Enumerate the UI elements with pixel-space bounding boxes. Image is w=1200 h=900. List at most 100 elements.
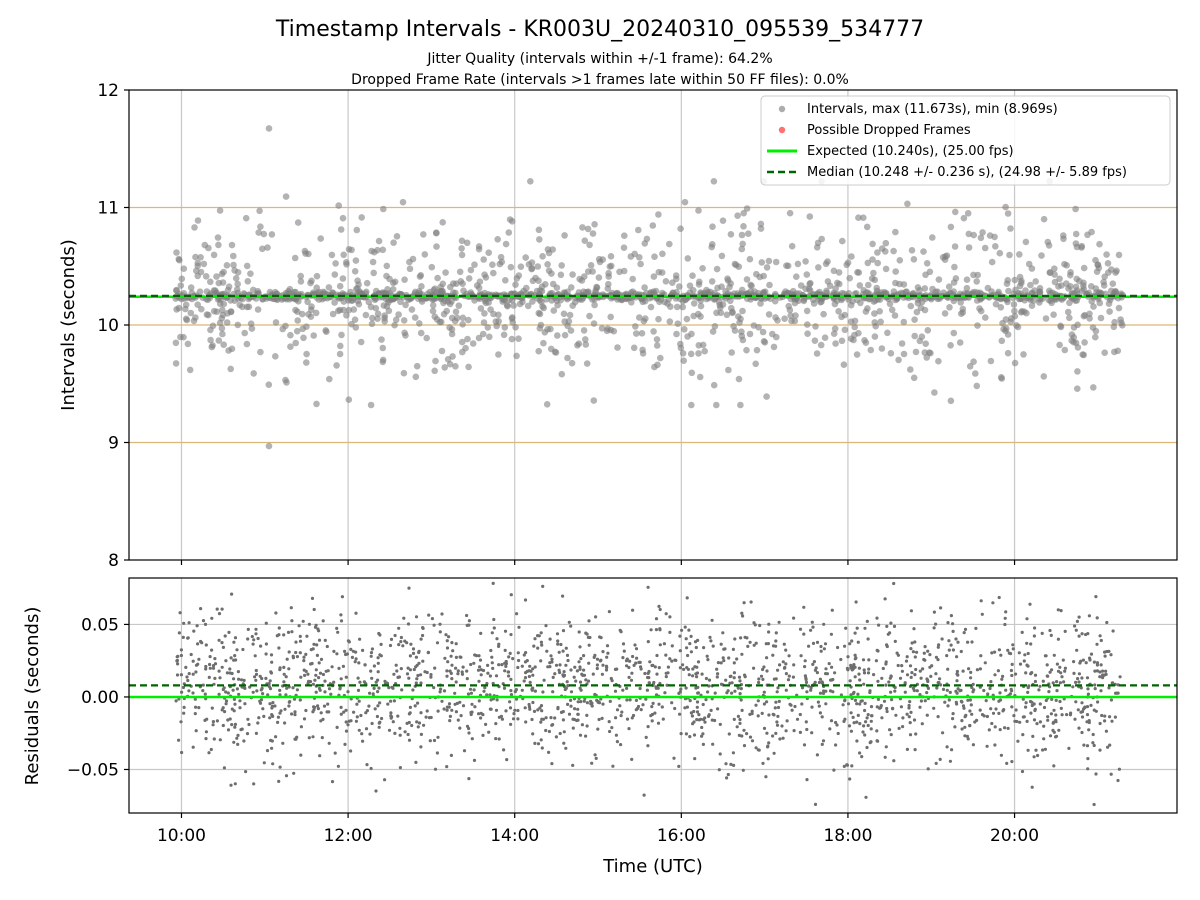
residual-point (591, 672, 595, 676)
residual-point (349, 749, 353, 753)
residual-point (985, 744, 989, 748)
residual-point (285, 657, 289, 661)
residual-point (208, 655, 212, 659)
interval-point (1007, 318, 1015, 326)
residual-point (1011, 643, 1015, 647)
residual-point (456, 718, 460, 722)
residual-point (317, 686, 322, 691)
interval-point (932, 288, 940, 296)
residual-point (625, 717, 630, 721)
interval-point (1016, 251, 1023, 258)
residual-point (436, 709, 440, 713)
residual-point (367, 704, 371, 708)
residual-point (1025, 719, 1029, 724)
residual-point (224, 659, 228, 663)
residual-point (430, 617, 434, 621)
interval-point (874, 259, 881, 267)
interval-point (696, 373, 704, 381)
residual-point (1018, 662, 1023, 666)
interval-point (338, 331, 345, 339)
residual-point (392, 699, 396, 703)
interval-point (851, 323, 858, 331)
residual-point (531, 700, 535, 705)
residual-point (862, 682, 866, 686)
residual-point (323, 690, 327, 694)
residual-point (299, 725, 303, 729)
residual-point (733, 689, 737, 693)
residual-point (730, 691, 734, 695)
residual-point (425, 670, 429, 675)
residual-point (484, 722, 488, 727)
residual-point (210, 616, 214, 620)
residual-point (495, 637, 499, 641)
interval-point (365, 298, 373, 306)
interval-point (423, 334, 431, 342)
residual-point (304, 708, 308, 713)
residual-point (297, 624, 301, 628)
interval-point (406, 265, 414, 273)
residual-point (689, 634, 693, 639)
residual-point (673, 706, 677, 711)
residual-point (709, 639, 713, 643)
residual-point (711, 644, 715, 648)
interval-point (781, 315, 788, 323)
residual-point (1091, 732, 1095, 737)
residual-point (586, 679, 591, 683)
residual-point (391, 686, 395, 690)
residual-point (527, 702, 531, 707)
residual-point (1003, 622, 1007, 627)
residual-point (1080, 676, 1084, 680)
residual-point (590, 704, 594, 708)
residual-point (345, 652, 349, 656)
interval-point (935, 276, 943, 283)
interval-point (1038, 252, 1045, 259)
residual-point (576, 712, 580, 716)
residual-point (438, 630, 442, 634)
residual-point (277, 633, 281, 637)
interval-point (297, 272, 305, 280)
residual-point (852, 721, 856, 725)
interval-point (340, 251, 348, 259)
interval-point (727, 231, 735, 238)
residual-point (314, 668, 318, 672)
residual-point (664, 671, 668, 675)
residual-point (224, 699, 229, 703)
residual-point (309, 662, 313, 666)
interval-point (766, 281, 773, 289)
interval-point (786, 209, 794, 217)
residual-point (235, 687, 239, 691)
interval-point (972, 370, 979, 377)
residual-point (343, 649, 347, 654)
interval-point (173, 249, 180, 256)
residual-point (762, 665, 766, 669)
residual-point (803, 665, 807, 669)
residuals-ytick-label: −0.05 (67, 760, 119, 780)
residual-point (1026, 651, 1030, 656)
interval-point (575, 289, 583, 296)
residual-point (458, 655, 462, 659)
residual-point (880, 716, 884, 720)
interval-point (200, 260, 208, 268)
interval-point (325, 284, 333, 291)
residual-point (715, 667, 719, 671)
residual-point (695, 710, 700, 714)
residual-point (739, 698, 743, 702)
interval-point (864, 259, 872, 267)
interval-point (550, 307, 558, 314)
residual-point (1069, 711, 1073, 715)
residual-point (569, 690, 574, 694)
residual-point (1096, 700, 1100, 704)
residual-point (579, 688, 583, 692)
interval-point (739, 336, 747, 344)
residual-point (846, 655, 850, 659)
residual-point (184, 665, 188, 670)
residual-point (327, 710, 331, 714)
residual-point (372, 664, 376, 668)
residual-point (210, 648, 214, 652)
interval-point (247, 270, 254, 278)
residual-point (262, 714, 266, 719)
residual-point (445, 639, 449, 643)
residual-point (339, 619, 344, 623)
residual-point (376, 656, 380, 660)
